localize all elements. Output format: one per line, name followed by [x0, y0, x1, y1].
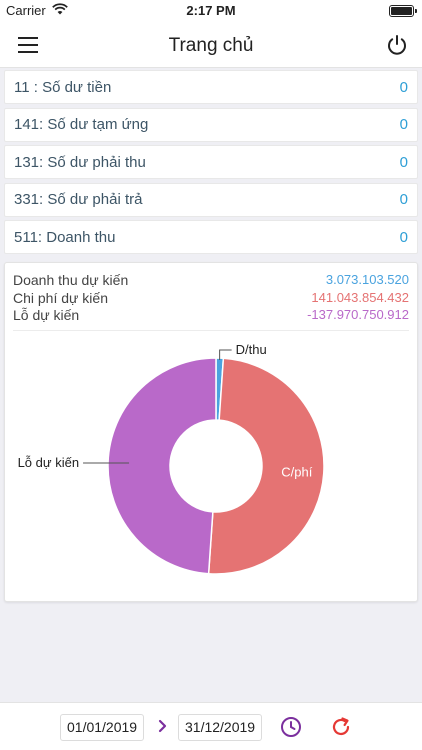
summary-card: Doanh thu dự kiến 3.073.103.520 Chi phí …: [4, 262, 418, 602]
list-item-value: 0: [399, 153, 408, 171]
list-item-label: 131: Số dư phải thu: [14, 153, 146, 171]
label-leader-line: [219, 349, 232, 361]
clock-icon[interactable]: [280, 716, 302, 738]
cost-value: 141.043.854.432: [311, 290, 409, 305]
date-range-bar: 01/01/2019 31/12/2019: [0, 702, 422, 750]
end-date-button[interactable]: 31/12/2019: [178, 714, 263, 741]
hamburger-menu-icon[interactable]: [18, 37, 38, 53]
pie-slice-label: Lỗ dự kiến: [18, 455, 79, 470]
refresh-icon[interactable]: [330, 716, 352, 738]
loss-label: Lỗ dự kiến: [13, 306, 80, 323]
list-item[interactable]: 141: Số dư tạm ứng 0: [4, 107, 418, 142]
revenue-label: Doanh thu dự kiến: [13, 271, 129, 288]
cost-label: Chi phí dự kiến: [13, 289, 108, 306]
list-item[interactable]: 331: Số dư phải trả 0: [4, 182, 418, 217]
cost-row: Chi phí dự kiến 141.043.854.432: [13, 289, 409, 306]
loss-value: -137.970.750.912: [307, 307, 409, 322]
revenue-value: 3.073.103.520: [325, 272, 409, 287]
list-item[interactable]: 11 : Số dư tiền 0: [4, 70, 418, 104]
list-item-value: 0: [399, 78, 408, 96]
wifi-icon: [52, 3, 68, 18]
divider: [13, 330, 409, 331]
start-date-button[interactable]: 01/01/2019: [60, 714, 145, 741]
pie-slice-label: C/phí: [281, 465, 312, 480]
clock-time: 2:17 PM: [186, 3, 236, 18]
power-icon[interactable]: [386, 34, 408, 56]
list-item-value: 0: [399, 191, 408, 209]
list-item-label: 141: Số dư tạm ứng: [14, 116, 149, 134]
list-item[interactable]: 511: Doanh thu 0: [4, 220, 418, 255]
status-bar: Carrier 2:17 PM: [0, 0, 422, 22]
list-item-label: 511: Doanh thu: [14, 228, 116, 246]
battery-icon: [389, 5, 417, 17]
revenue-row: Doanh thu dự kiến 3.073.103.520: [13, 271, 409, 288]
pie-slice: [207, 357, 325, 575]
list-item[interactable]: 131: Số dư phải thu 0: [4, 145, 418, 180]
loss-row: Lỗ dự kiến -137.970.750.912: [13, 306, 409, 323]
nav-bar: Trang chủ: [0, 22, 422, 68]
pie-slice: [107, 357, 217, 575]
carrier-label: Carrier: [6, 3, 46, 18]
pie-slice-label: D/thu: [236, 342, 267, 357]
donut-chart: D/thu C/phí Lỗ dự kiến: [18, 342, 325, 575]
list-item-value: 0: [399, 228, 408, 246]
list-item-label: 11 : Số dư tiền: [14, 78, 112, 96]
account-list: 11 : Số dư tiền 0 141: Số dư tạm ứng 0 1…: [4, 70, 418, 258]
chevron-right-icon[interactable]: [158, 719, 167, 733]
list-item-value: 0: [399, 116, 408, 134]
page-title: Trang chủ: [168, 35, 254, 56]
list-item-label: 331: Số dư phải trả: [14, 191, 143, 209]
